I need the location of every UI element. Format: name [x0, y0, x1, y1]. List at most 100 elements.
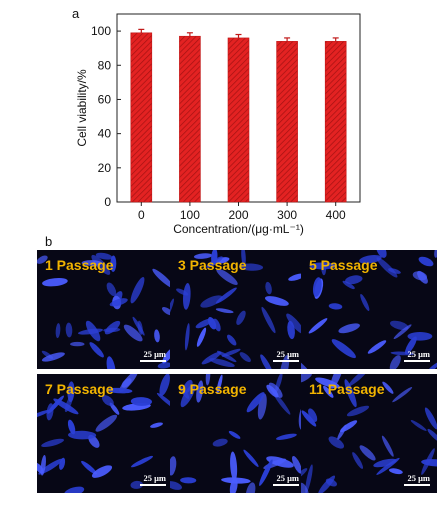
cell — [91, 254, 111, 275]
cell — [360, 293, 370, 312]
cell — [331, 339, 356, 359]
cell — [392, 387, 413, 403]
cell — [424, 407, 437, 430]
cell — [346, 405, 370, 417]
cell — [157, 362, 172, 369]
cell — [205, 374, 211, 386]
cell — [104, 320, 121, 335]
scale-bar-label: 25 μm — [143, 349, 166, 359]
cell — [286, 313, 305, 334]
cell — [238, 263, 264, 271]
cell — [318, 475, 336, 493]
cell — [37, 409, 51, 420]
cell — [239, 352, 251, 363]
scale-bar-label: 25 μm — [276, 473, 299, 483]
bar-200 — [227, 37, 250, 203]
cell — [64, 486, 85, 493]
cell — [382, 381, 394, 394]
micrograph-image — [37, 374, 173, 493]
cell — [213, 318, 221, 332]
cell — [412, 271, 428, 281]
cell — [228, 430, 241, 439]
y-axis-label: Cell viability/% — [75, 69, 89, 147]
scale-bar — [404, 484, 430, 486]
cell — [215, 308, 234, 314]
micrograph-image — [301, 250, 437, 369]
cell — [301, 482, 309, 493]
micrograph-image — [170, 250, 305, 369]
x-tick-label: 400 — [326, 208, 346, 222]
micrograph-panel: 3 Passage 25 μm — [170, 250, 306, 369]
cell — [106, 282, 117, 297]
bar-100 — [179, 35, 201, 203]
y-tick-label: 80 — [98, 58, 112, 72]
cell — [67, 381, 75, 402]
bar-300 — [276, 41, 298, 203]
cell — [301, 358, 311, 369]
cell — [312, 277, 322, 297]
cell — [150, 422, 163, 428]
cell — [288, 273, 305, 281]
scale-bar-label: 25 μm — [143, 473, 166, 483]
passage-label: 3 Passage — [178, 257, 247, 273]
cell — [41, 352, 65, 362]
scale-bar — [140, 360, 166, 362]
cell — [154, 329, 160, 343]
scale-bar-label: 25 μm — [407, 349, 430, 359]
cell — [130, 480, 144, 489]
cell — [245, 482, 256, 493]
cell — [246, 392, 265, 413]
micrograph-image — [170, 374, 306, 493]
cell — [106, 356, 116, 369]
cell — [184, 323, 190, 351]
cell — [81, 460, 97, 475]
cell — [216, 268, 238, 285]
x-tick-label: 0 — [138, 208, 145, 222]
cell — [55, 323, 61, 339]
cell — [67, 419, 76, 435]
scale-bar-label: 25 μm — [407, 473, 430, 483]
cell — [193, 253, 213, 259]
y-tick-label: 0 — [104, 195, 111, 209]
cell — [195, 318, 214, 329]
y-tick-label: 20 — [98, 161, 112, 175]
bar-chart: 0 20 40 60 80 100 0 100 200 300 400 Concentration/(… — [75, 13, 361, 236]
cell — [91, 465, 113, 478]
cell — [328, 436, 345, 449]
micrograph-panel: 1 Passage 25 μm — [37, 250, 173, 369]
cell — [345, 275, 363, 285]
cell — [132, 316, 145, 336]
cell — [418, 256, 434, 267]
scale-bar — [273, 484, 299, 486]
cell — [241, 250, 246, 267]
passage-label: 7 Passage — [45, 381, 114, 397]
cell — [389, 355, 401, 369]
passage-label: 1 Passage — [45, 257, 114, 273]
cell — [308, 408, 318, 422]
x-tick-label: 100 — [180, 208, 200, 222]
cell — [389, 468, 403, 475]
cell — [404, 336, 417, 355]
cell — [359, 445, 376, 461]
cell — [421, 459, 437, 467]
cell — [340, 420, 358, 433]
micrograph-panel: 7 Passage 25 μm — [37, 374, 173, 493]
cell — [216, 374, 223, 394]
micrograph-image — [37, 252, 173, 369]
cell — [41, 438, 65, 448]
cell — [215, 287, 237, 304]
cell — [121, 378, 132, 388]
cell — [200, 295, 223, 308]
cell — [301, 410, 317, 427]
micrograph-image — [301, 374, 437, 493]
cell — [309, 262, 337, 270]
x-tick-label: 300 — [277, 208, 297, 222]
cell — [276, 433, 297, 440]
cell — [376, 257, 398, 278]
cell — [308, 318, 328, 334]
cell — [176, 288, 189, 296]
cell — [359, 254, 382, 264]
cell — [287, 320, 295, 340]
cell — [305, 464, 313, 493]
